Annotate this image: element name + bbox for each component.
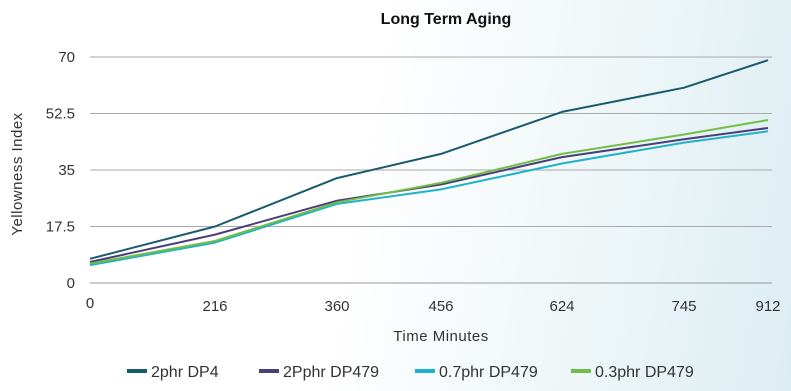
- y-tick-label: 70: [58, 49, 75, 66]
- y-tick-label: 35: [58, 162, 75, 179]
- legend-label: 0.7phr DP479: [439, 364, 538, 381]
- y-axis-label: Yellowness Index: [9, 112, 26, 235]
- legend-swatch: [127, 369, 147, 373]
- x-tick-label: 745: [671, 298, 696, 315]
- y-axis-ticks: 0 17.5 35 52.5 70: [46, 49, 75, 292]
- y-tick-label: 0: [67, 275, 75, 292]
- x-tick-label: 216: [202, 298, 227, 315]
- y-tick-label: 52.5: [46, 106, 75, 123]
- legend-item: 0.7phr DP479: [415, 364, 538, 381]
- series-line-4: [89, 119, 769, 265]
- legend: 2phr DP4 2Pphr DP479 0.7phr DP479 0.3phr DP…: [127, 364, 694, 381]
- legend-item: 2Pphr DP479: [259, 364, 379, 381]
- series-lines: [89, 59, 769, 267]
- x-tick-label: 360: [324, 298, 349, 315]
- legend-swatch: [415, 369, 435, 373]
- y-tick-label: 17.5: [46, 219, 75, 236]
- legend-swatch: [259, 369, 279, 373]
- legend-label: 2Pphr DP479: [283, 364, 379, 381]
- legend-item: 2phr DP4: [127, 364, 219, 381]
- legend-label: 0.3phr DP479: [595, 364, 694, 381]
- x-tick-label: 624: [549, 298, 574, 315]
- x-tick-label: 456: [428, 298, 453, 315]
- x-axis-label: Time Minutes: [393, 328, 488, 345]
- x-tick-label: 0: [86, 295, 94, 312]
- legend-swatch: [571, 369, 591, 373]
- x-tick-label: 912: [755, 298, 780, 315]
- series-line-2: [89, 127, 769, 263]
- series-line-3: [89, 130, 769, 267]
- legend-label: 2phr DP4: [151, 364, 219, 381]
- x-axis-ticks: 0 216 360 456 624 745 912: [86, 295, 781, 315]
- gridlines: [90, 56, 772, 284]
- chart-title: Long Term Aging: [381, 11, 512, 28]
- legend-item: 0.3phr DP479: [571, 364, 694, 381]
- series-line-1: [89, 59, 769, 260]
